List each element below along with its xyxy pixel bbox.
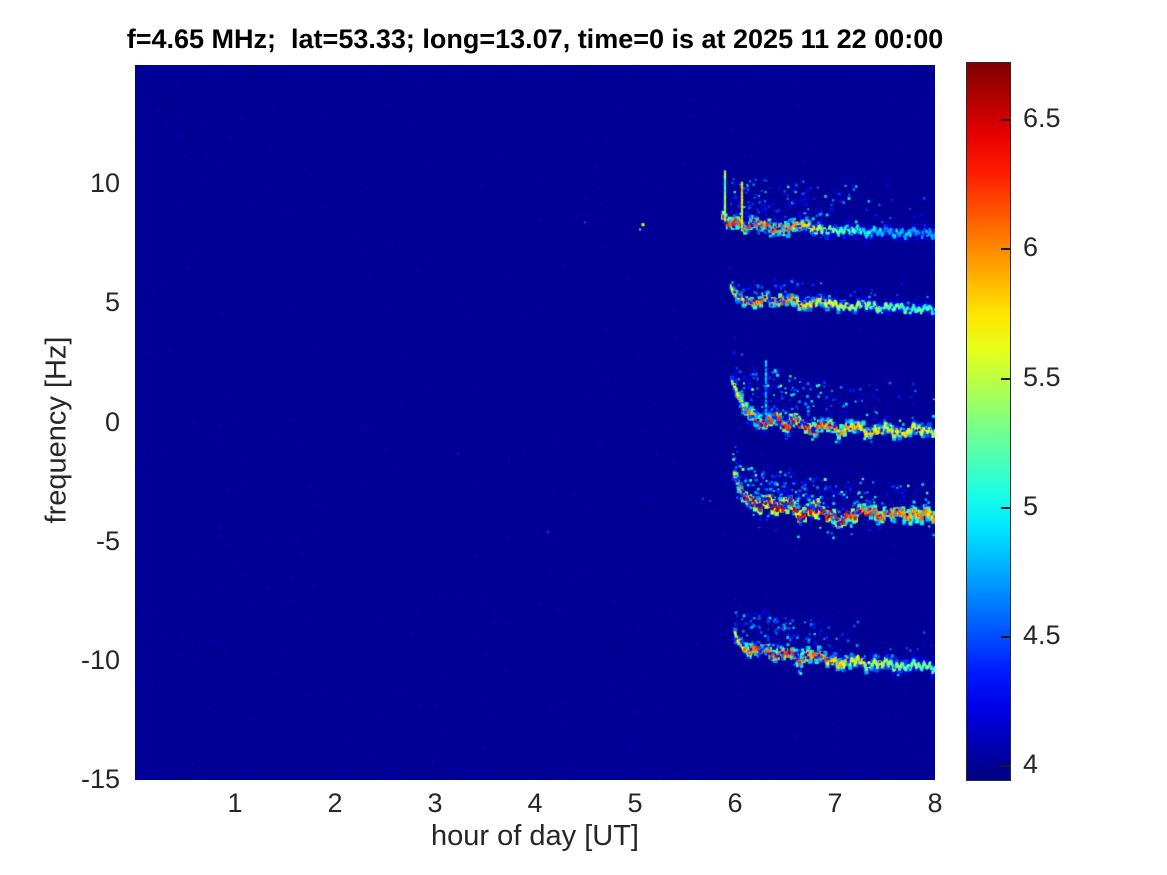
colorbar <box>966 62 1011 781</box>
colorbar-tick-mark <box>1001 377 1010 380</box>
x-tick-label: 3 <box>427 788 443 818</box>
colorbar-tick-label: 4.5 <box>1023 620 1061 651</box>
colorbar-tick-label: 6.5 <box>1023 102 1061 133</box>
colorbar-tick-mark <box>1001 118 1010 121</box>
colorbar-tick-mark <box>1001 506 1010 509</box>
y-tick-label: -15 <box>80 764 120 794</box>
colorbar-tick-mark <box>1001 248 1010 251</box>
spectrogram-image <box>135 65 935 780</box>
y-tick-label: -5 <box>95 525 120 556</box>
y-tick-label: -10 <box>80 644 120 675</box>
x-tick-label: 6 <box>727 788 743 818</box>
x-tick-label: 2 <box>327 788 343 818</box>
y-tick-label: 10 <box>89 168 120 199</box>
x-tick-label: 1 <box>227 788 243 818</box>
chart-title: f=4.65 MHz; lat=53.33; long=13.07, time=… <box>126 24 944 54</box>
y-tick-label: 0 <box>104 406 120 437</box>
colorbar-tick-label: 4 <box>1023 749 1039 780</box>
x-tick-label: 7 <box>827 788 843 818</box>
x-tick-label: 5 <box>627 788 643 818</box>
colorbar-tick-mark <box>1001 765 1010 768</box>
colorbar-tick-label: 5.5 <box>1023 361 1061 392</box>
x-tick-label: 4 <box>527 788 543 818</box>
y-tick-label: 5 <box>104 287 120 318</box>
x-tick-label: 8 <box>927 788 943 818</box>
x-axis-label: hour of day [UT] <box>431 820 639 852</box>
colorbar-tick-label: 5 <box>1023 490 1039 521</box>
colorbar-tick-mark <box>1001 636 1010 639</box>
colorbar-tick-label: 6 <box>1023 232 1039 263</box>
